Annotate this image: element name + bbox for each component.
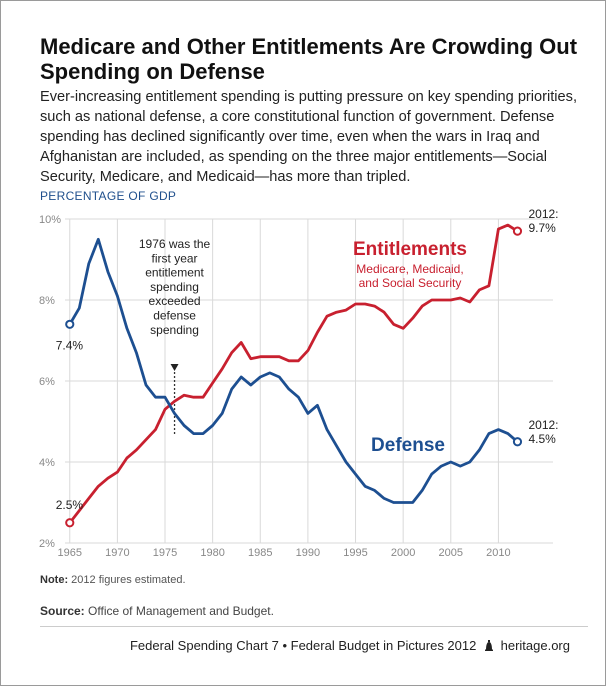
y-tick-label: 6%	[39, 376, 55, 388]
liberty-bell-icon	[484, 640, 493, 651]
y-tick-label: 8%	[39, 295, 55, 307]
x-tick-label: 1975	[153, 547, 177, 559]
annotation-arrow	[170, 364, 179, 371]
annotation-text-line: 1976 was the	[139, 237, 211, 251]
defense-end-label-year: 2012:	[528, 418, 558, 432]
x-tick-label: 1990	[296, 547, 320, 559]
defense-start-label: 7.4%	[56, 338, 84, 352]
entitlements-start-label: 2.5%	[56, 498, 84, 512]
annotation-text-line: entitlement	[145, 266, 204, 280]
entitlements-subtitle-line2: and Social Security	[359, 276, 462, 290]
defense-line	[68, 237, 519, 504]
entitlements-start-point	[65, 518, 75, 528]
annotation-text-line: first year	[152, 251, 198, 265]
footer-text: Federal Spending Chart 7 • Federal Budge…	[129, 638, 477, 653]
x-tick-label: 1985	[248, 547, 272, 559]
note-label: Note:	[40, 574, 69, 586]
chart-title: Medicare and Other Entitlements Are Crow…	[40, 34, 578, 84]
annotation-text-line: defense	[153, 309, 196, 323]
entitlements-subtitle-line1: Medicare, Medicaid,	[356, 262, 463, 276]
footer-divider	[40, 626, 588, 627]
x-tick-label: 2000	[391, 547, 415, 559]
x-tick-label: 1970	[105, 547, 129, 559]
series-labels: 7.4%2.5%2012:9.7%2012:4.5%EntitlementsMe…	[56, 207, 559, 512]
footer: Federal Spending Chart 7 • Federal Budge…	[130, 638, 570, 653]
defense-end-label-value: 4.5%	[528, 432, 556, 446]
series-group	[65, 223, 523, 528]
x-tick-label: 2005	[439, 547, 463, 559]
note: Note: 2012 figures estimated.	[40, 574, 186, 586]
x-tick-label: 1980	[200, 547, 224, 559]
y-tick-label: 2%	[39, 538, 55, 550]
note-text: 2012 figures estimated.	[71, 574, 186, 586]
y-tick-label: 4%	[39, 457, 55, 469]
line-chart: 2% 4% 6% 8% 10% 1965 1970 1975 1980 1985 1990 1995 2…	[39, 207, 559, 559]
gridlines	[65, 218, 553, 544]
entitlements-end-label-year: 2012:	[528, 207, 558, 221]
source-text: Office of Management and Budget.	[88, 604, 274, 618]
x-tick-label: 1965	[58, 547, 82, 559]
entitlements-line	[68, 223, 519, 525]
source-label: Source:	[40, 604, 85, 618]
annotation-text-line: spending	[150, 280, 199, 294]
defense-start-point	[65, 319, 75, 329]
heritage-link[interactable]: heritage.org	[500, 638, 570, 653]
x-tick-label: 2010	[486, 547, 510, 559]
y-units-label: PERCENTAGE OF GDP	[40, 189, 177, 203]
defense-end-point	[512, 437, 523, 447]
defense-series-label: Defense	[371, 435, 445, 456]
chart-description: Ever-increasing entitlement spending is …	[40, 89, 578, 185]
entitlements-series-label: Entitlements	[353, 239, 467, 260]
annotation-text-line: spending	[150, 323, 199, 337]
axes: 2% 4% 6% 8% 10% 1965 1970 1975 1980 1985 1990 1995 2…	[39, 214, 511, 559]
source: Source: Office of Management and Budget.	[40, 604, 274, 618]
x-tick-label: 1995	[343, 547, 367, 559]
annotation-text-line: exceeded	[149, 294, 201, 308]
entitlements-end-label-value: 9.7%	[528, 221, 556, 235]
y-tick-label: 10%	[39, 214, 61, 226]
entitlements-end-point	[512, 226, 523, 236]
